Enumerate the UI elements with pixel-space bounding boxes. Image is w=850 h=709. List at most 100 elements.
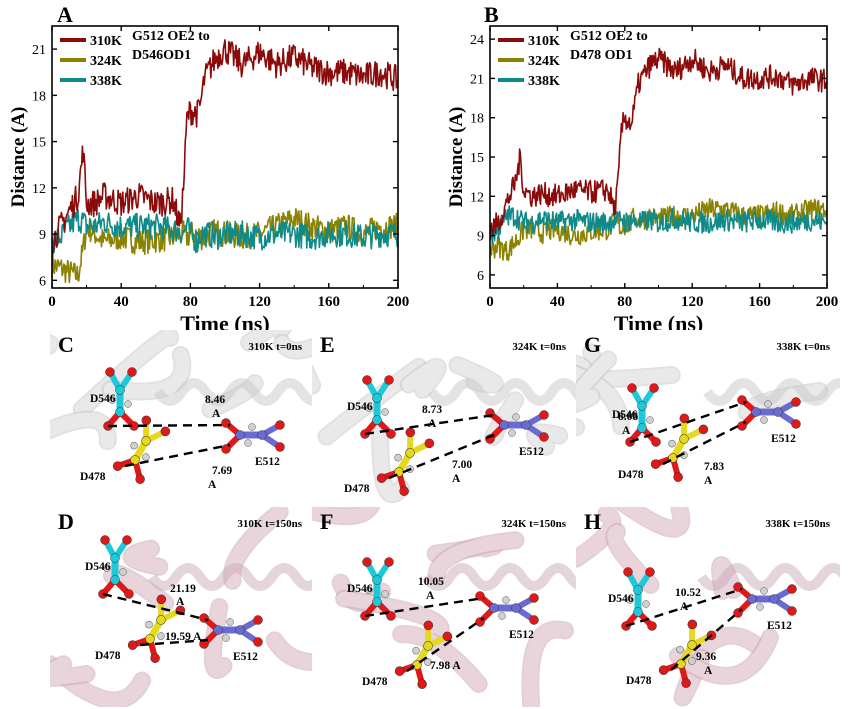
x-tick-label: 200: [816, 294, 839, 310]
x-tick-label: 80: [183, 294, 198, 310]
distance-line: [662, 420, 747, 466]
hydrogen-atom: [103, 564, 111, 572]
hydrogen-atom: [424, 658, 432, 666]
atom: [499, 420, 509, 430]
atom: [257, 430, 267, 440]
structure-label: A: [208, 479, 217, 491]
series-annotation: D478 OD1: [570, 48, 633, 63]
protein-ribbon: [50, 412, 115, 449]
atom: [160, 426, 171, 437]
protein-ribbon: [103, 347, 190, 399]
hydrogen-atom: [381, 408, 389, 416]
atom: [773, 407, 783, 417]
atom: [150, 653, 160, 663]
residue-d546: [625, 383, 661, 447]
structure-label: E512: [519, 446, 544, 458]
hydrogen-atom: [226, 618, 234, 626]
protein-ribbon: [74, 330, 178, 417]
panel-title: 338K t=0ns: [776, 341, 830, 353]
atom: [235, 430, 245, 440]
atom: [141, 436, 151, 446]
x-tick-label: 0: [486, 294, 494, 310]
residue-e512: [221, 418, 285, 454]
y-tick-label: 21: [32, 43, 46, 58]
atom: [623, 567, 633, 577]
atom: [372, 575, 382, 585]
structure-label: E512: [233, 651, 258, 663]
hydrogen-atom: [248, 423, 256, 431]
structure-svg: H 338K t=150ns D546 10.52 A E512 D478 9.36 A: [576, 507, 840, 707]
atom: [386, 611, 396, 621]
atom: [100, 535, 110, 545]
y-tick-label: 9: [477, 230, 484, 245]
protein-ribbon: [337, 591, 448, 636]
residue-d478: [127, 594, 186, 663]
atom: [405, 427, 416, 438]
atom: [199, 613, 209, 623]
structure-label: 10.05: [418, 576, 444, 588]
panel-title: 324K t=150ns: [501, 518, 566, 530]
structure-svg: D 310K t=150ns D546 21.19A 19.59 A D478 E512: [50, 507, 312, 707]
panel-letter-g: G: [584, 332, 601, 357]
hydrogen-atom: [119, 568, 127, 576]
x-axis-label: Time (ns): [614, 311, 703, 330]
atom: [698, 424, 709, 435]
structure-label: D546: [85, 561, 111, 573]
atom: [122, 535, 132, 545]
atom: [651, 437, 661, 447]
structure-label: A: [428, 418, 437, 430]
residue-d546: [103, 367, 139, 431]
protein-ribbon: [275, 335, 312, 358]
atom: [539, 410, 549, 420]
atom: [417, 679, 427, 689]
atom: [213, 625, 223, 635]
hydrogen-atom: [512, 413, 520, 421]
atom: [372, 393, 382, 403]
protein-ribbon: [225, 507, 287, 588]
hydrogen-atom: [646, 416, 654, 424]
atom: [787, 606, 797, 616]
x-tick-label: 120: [681, 294, 704, 310]
atom: [658, 665, 669, 675]
x-tick-label: 0: [48, 294, 56, 310]
structure-label: 19.59 A: [165, 631, 202, 643]
hydrogen-atom: [412, 646, 420, 655]
structure-label: 8.06: [618, 411, 638, 423]
protein-ribbon: [267, 633, 312, 669]
hydrogen-atom: [688, 657, 696, 665]
protein-helix: [697, 563, 840, 591]
structure-panel-d: D 310K t=150ns D546 21.19 A 19.59 A D478 E512: [50, 507, 312, 707]
hydrogen-atom: [760, 587, 768, 595]
structure-label: A: [704, 665, 713, 677]
atom: [156, 615, 166, 625]
distance-line: [388, 433, 495, 480]
y-tick-label: 18: [32, 89, 46, 104]
atom: [221, 444, 231, 454]
series-annotation: D546OD1: [132, 48, 191, 63]
y-tick-label: 18: [470, 112, 484, 127]
structure-label: 7.98 A: [430, 660, 461, 672]
residue-d546: [98, 535, 134, 599]
structure-label: E512: [509, 629, 534, 641]
hydrogen-atom: [630, 412, 638, 420]
atom: [650, 459, 661, 469]
series-line-338K: [51, 209, 399, 254]
x-tick-label: 40: [114, 294, 129, 310]
residue-d478: [112, 415, 171, 484]
atom: [384, 557, 394, 567]
structure-label: 7.83: [704, 461, 724, 473]
panel-title: 324K t=0ns: [512, 341, 566, 353]
structure-label: D546: [347, 401, 373, 413]
atom: [627, 383, 637, 393]
residue-e512: [733, 582, 797, 618]
structure-label: D478: [626, 675, 652, 687]
structure-label: A: [426, 590, 435, 602]
structure-svg: F 324K t=150ns D546 10.05 A E512 D478 7.98 A: [312, 507, 576, 707]
atom: [405, 448, 415, 458]
atom: [673, 472, 683, 482]
hydrogen-atom: [498, 612, 506, 620]
atom: [791, 397, 801, 407]
atom: [679, 413, 690, 424]
atom: [394, 666, 405, 676]
